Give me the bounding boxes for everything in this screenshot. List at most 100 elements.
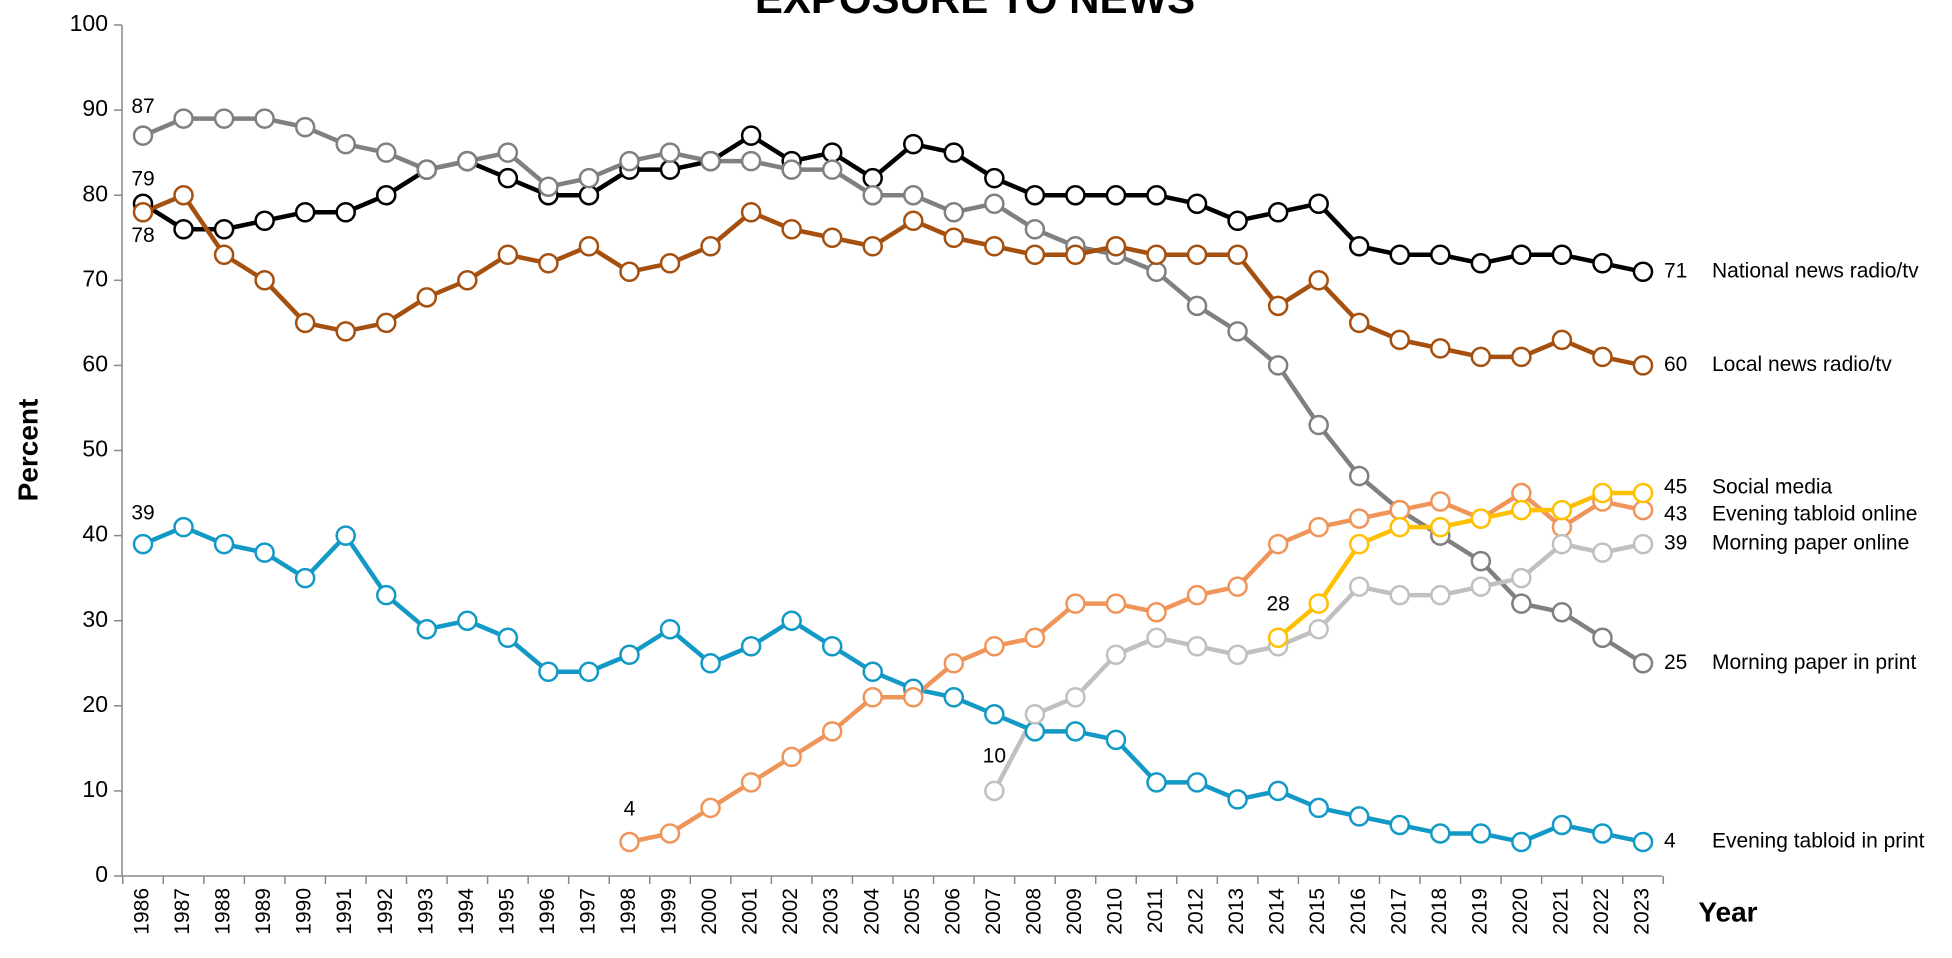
x-tick-label: 2011 xyxy=(1144,888,1167,933)
marker xyxy=(1105,236,1127,257)
marker xyxy=(1511,482,1532,504)
marker xyxy=(335,321,356,342)
marker xyxy=(862,167,883,189)
marker xyxy=(254,542,275,563)
marker xyxy=(173,516,194,538)
start-label: 39 xyxy=(131,502,154,525)
marker xyxy=(1632,355,1654,376)
x-tick-label: 1996 xyxy=(536,888,559,935)
x-tick-label: 1994 xyxy=(455,888,478,935)
marker xyxy=(659,253,681,274)
marker xyxy=(781,610,802,631)
marker xyxy=(984,780,1005,802)
marker xyxy=(659,618,681,640)
marker xyxy=(1186,295,1208,317)
marker xyxy=(1389,584,1411,606)
x-tick-label: 1987 xyxy=(171,888,194,935)
x-tick-label: 2005 xyxy=(901,888,924,935)
marker xyxy=(1308,414,1329,436)
marker xyxy=(416,618,438,640)
marker xyxy=(1430,244,1451,266)
marker xyxy=(1267,355,1289,376)
marker xyxy=(1227,644,1248,665)
marker xyxy=(1267,201,1289,223)
end-label: 25 xyxy=(1664,651,1687,674)
marker xyxy=(1632,499,1654,521)
marker xyxy=(1227,789,1248,810)
marker xyxy=(1146,772,1167,793)
marker xyxy=(1511,567,1532,589)
marker xyxy=(1105,729,1127,751)
x-tick-label: 1990 xyxy=(293,888,316,935)
marker xyxy=(497,627,519,648)
marker xyxy=(1105,184,1127,206)
series-name: Evening tabloid in print xyxy=(1712,830,1925,853)
marker xyxy=(821,635,843,657)
marker xyxy=(1348,312,1370,334)
x-tick-label: 2018 xyxy=(1428,888,1451,935)
start-label: 78 xyxy=(131,224,154,247)
y-axis-title: Percent xyxy=(12,399,43,502)
marker xyxy=(335,133,356,155)
marker xyxy=(457,150,478,172)
y-tick-label: 70 xyxy=(82,265,108,291)
x-tick-label: 1991 xyxy=(333,888,356,935)
x-tick-label: 2004 xyxy=(860,888,883,935)
marker xyxy=(984,704,1005,725)
marker xyxy=(1348,806,1370,827)
marker xyxy=(294,116,316,138)
marker xyxy=(943,142,965,163)
marker xyxy=(578,184,600,206)
marker xyxy=(1267,627,1289,648)
marker xyxy=(700,236,721,257)
marker xyxy=(132,533,154,555)
x-tick-label: 2006 xyxy=(941,888,964,935)
marker xyxy=(1592,542,1613,563)
x-tick-label: 2019 xyxy=(1468,888,1491,935)
marker xyxy=(1105,593,1127,614)
marker xyxy=(1592,627,1613,648)
x-tick-label: 1997 xyxy=(576,888,599,935)
marker xyxy=(1470,508,1492,529)
y-tick-label: 10 xyxy=(82,776,108,802)
series-line xyxy=(629,490,1644,845)
marker xyxy=(1632,482,1654,504)
x-tick-label: 2021 xyxy=(1549,888,1572,935)
series-name: Social media xyxy=(1712,476,1833,499)
marker xyxy=(1551,499,1573,521)
marker xyxy=(1632,831,1654,853)
x-tick-label: 1998 xyxy=(617,888,640,935)
marker xyxy=(1065,687,1086,708)
marker xyxy=(1308,618,1329,640)
marker xyxy=(821,721,843,742)
marker xyxy=(375,142,397,163)
marker xyxy=(1065,244,1086,266)
marker xyxy=(1186,772,1208,793)
marker xyxy=(173,184,194,206)
y-tick-label: 0 xyxy=(95,861,108,887)
marker xyxy=(132,125,154,146)
end-label: 43 xyxy=(1664,503,1687,526)
marker xyxy=(1632,261,1654,283)
marker xyxy=(1348,465,1370,487)
y-tick-label: 90 xyxy=(82,95,108,121)
marker xyxy=(294,567,316,589)
marker xyxy=(659,159,681,180)
marker xyxy=(1146,627,1167,648)
marker xyxy=(1105,644,1127,665)
x-tick-label: 2001 xyxy=(739,888,762,935)
x-tick-label: 2020 xyxy=(1509,888,1532,935)
marker xyxy=(1308,516,1329,538)
marker xyxy=(1389,329,1411,351)
marker xyxy=(659,823,681,844)
start-label: 10 xyxy=(983,744,1006,767)
y-tick-label: 60 xyxy=(82,350,108,376)
marker xyxy=(1592,823,1613,844)
marker xyxy=(1551,329,1573,351)
series-line xyxy=(992,541,1644,792)
x-tick-label: 2015 xyxy=(1306,888,1329,935)
marker xyxy=(1592,482,1613,504)
marker xyxy=(1551,601,1573,623)
marker xyxy=(1227,210,1248,231)
marker xyxy=(1227,244,1248,266)
